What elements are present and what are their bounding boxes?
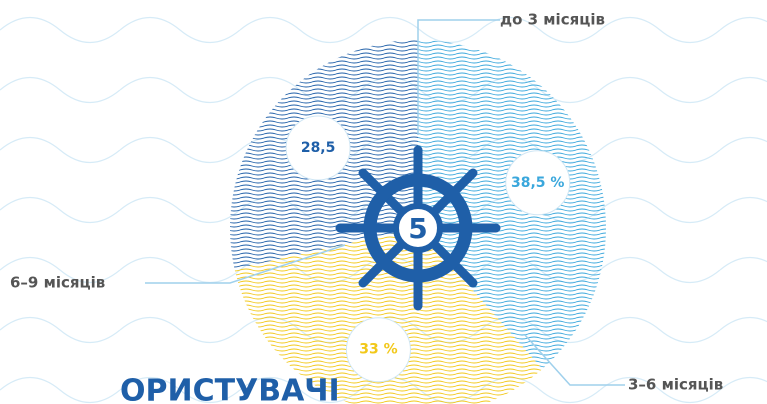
caption: ОРИСТУВАЧІ (120, 374, 340, 404)
value-label: 33 % (359, 342, 397, 358)
category-label: 6–9 місяців (10, 274, 105, 292)
category-label: 3–6 місяців (628, 376, 723, 394)
center-label: 5 (408, 212, 427, 245)
value-label: 38,5 % (511, 175, 564, 191)
category-label: до 3 місяців (500, 11, 605, 29)
value-label: 28,5 (301, 140, 336, 156)
infographic: 5 до 3 місяців 3–6 місяців 6–9 місяців О… (0, 0, 767, 404)
